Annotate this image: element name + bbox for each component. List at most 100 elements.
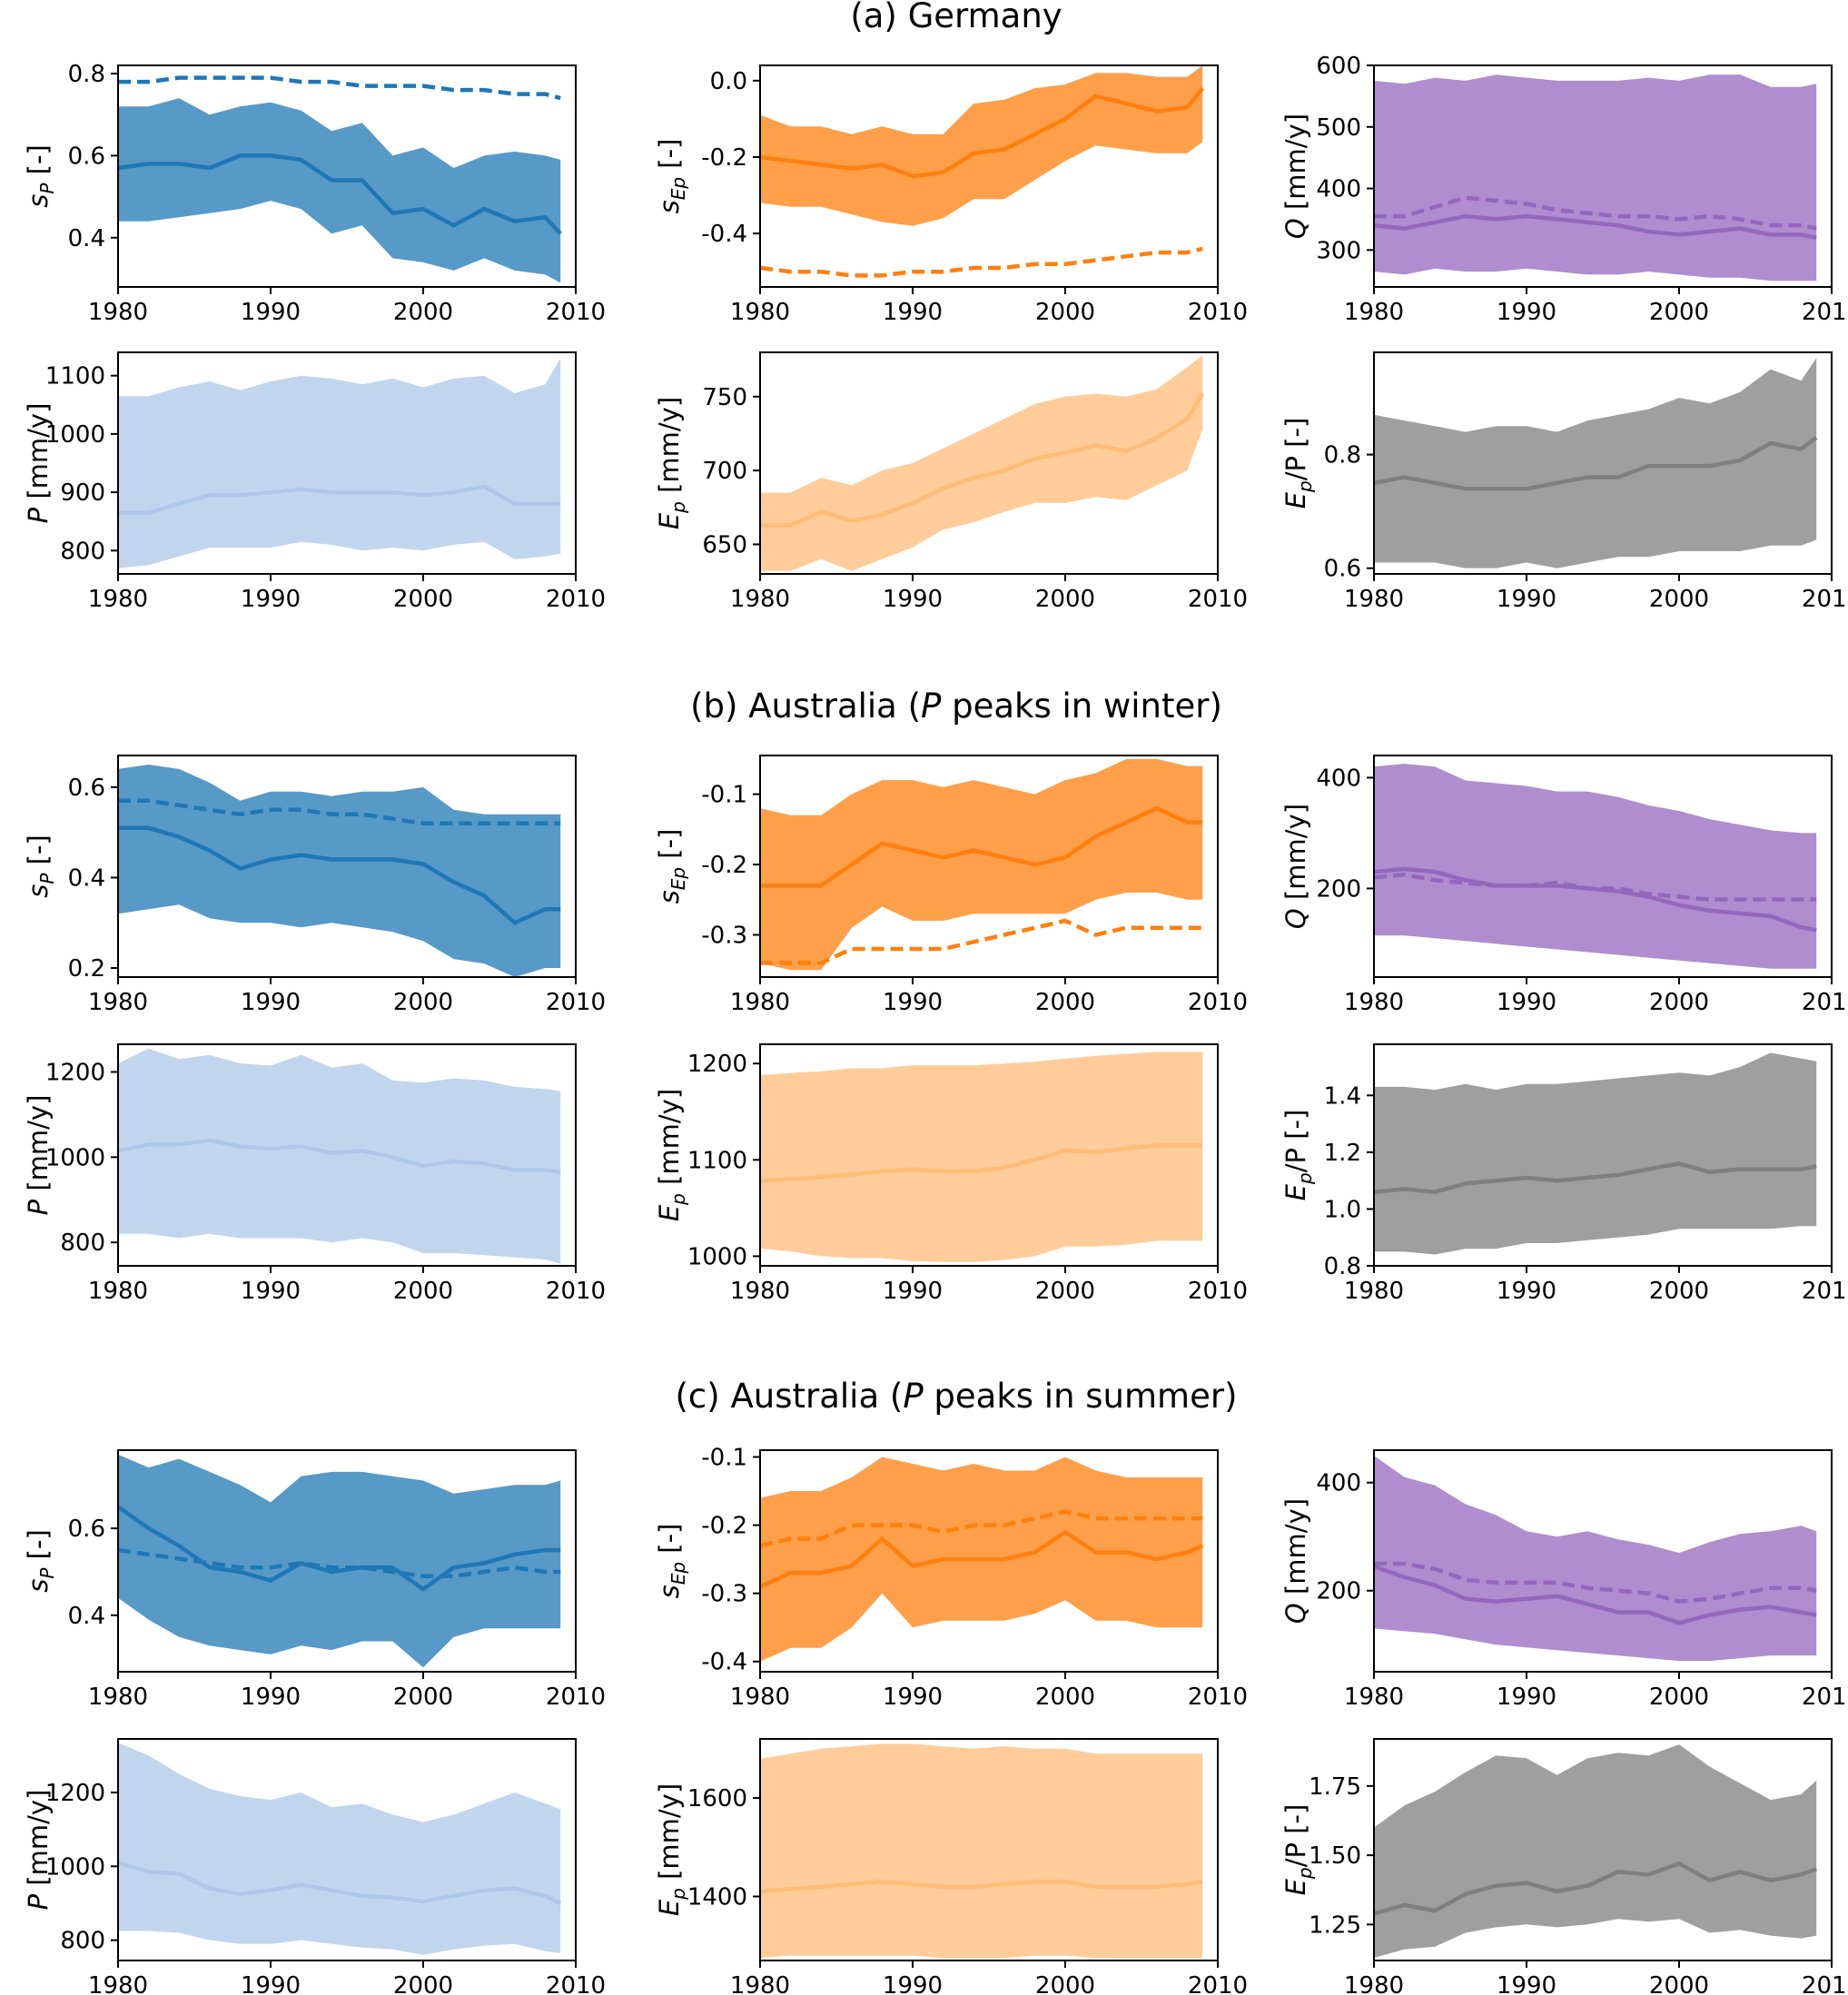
axes-frame (117, 64, 577, 288)
x-tick-label: 2010 (546, 586, 606, 613)
y-tick-label: -0.2 (701, 144, 747, 172)
y-tick-label: 0.6 (68, 143, 105, 170)
range-band (760, 65, 1203, 226)
y-label-symbol: s (654, 890, 685, 904)
y-axis-label: Ep/P [-] (1280, 1804, 1316, 1896)
section-title-australia-winter: (b) Australia (P peaks in winter) (690, 686, 1222, 726)
plot-area (760, 758, 1203, 971)
y-tick-label: 300 (1316, 237, 1361, 264)
y-label-unit: [-] (23, 835, 54, 873)
panel-b-EpP: 1980 1990 2000 2010 0.8 1.0 1.2 1.4 Ep/P [-] (1280, 1043, 1848, 1305)
y-label-subscript: p (1294, 1172, 1316, 1185)
median-line (118, 153, 562, 235)
axes-frame (117, 351, 577, 575)
plot-area (118, 75, 562, 283)
range-band (1374, 1456, 1817, 1662)
median-line (760, 805, 1203, 888)
axes-frame (1373, 1043, 1833, 1267)
x-tick-label: 2000 (393, 586, 453, 613)
plot-area (760, 65, 1204, 278)
plot-area (118, 765, 561, 977)
x-tick-label: 2010 (1188, 1278, 1248, 1305)
axes-frame (759, 1043, 1219, 1267)
x-tick-label: 2000 (1035, 586, 1095, 613)
plot-area (118, 1048, 561, 1264)
x-tick-label: 2010 (546, 299, 606, 326)
panel-a-EpP: 1980 1990 2000 2010 0.6 0.8 Ep/P [-] (1280, 351, 1848, 613)
axes-frame (1373, 755, 1833, 978)
range-band (118, 1048, 561, 1264)
x-tick-label: 1980 (1344, 1684, 1404, 1711)
y-axis-label: sP [-] (23, 144, 58, 207)
y-tick-label: 1200 (45, 1780, 105, 1807)
panel-a-P: 1980 1990 2000 2010 800 900 1000 1100 P [mm/y] (23, 351, 606, 613)
reference-dashed-line (760, 246, 1203, 278)
y-tick-label: 1000 (45, 1853, 105, 1881)
x-tick-label: 2000 (1035, 1684, 1095, 1711)
x-tick-label: 2000 (1035, 299, 1095, 326)
x-tick-label: 2010 (1802, 989, 1848, 1016)
plot-area (118, 1454, 561, 1668)
y-label-symbol: s (23, 1579, 54, 1593)
y-label-unit: [mm/y] (23, 1790, 54, 1894)
y-tick-label: -0.4 (701, 1649, 747, 1676)
x-tick-label: 2010 (1802, 1278, 1848, 1305)
y-tick-label: 0.4 (68, 864, 105, 892)
x-tick-label: 1980 (730, 1972, 790, 1995)
y-tick-label: 400 (1316, 765, 1361, 792)
y-axis-label: sP [-] (23, 835, 58, 897)
panel-a-sP: 1980 1990 2000 2010 0.4 0.6 0.8 sP [-] (23, 61, 606, 326)
x-tick-label: 1980 (88, 299, 148, 326)
y-label-subscript: p (667, 1888, 689, 1901)
x-tick-label: 1980 (88, 989, 148, 1016)
median-line (118, 1138, 561, 1175)
y-label-unit: [mm/y] (1280, 1498, 1311, 1603)
panel-b-sEp: 1980 1990 2000 2010 -0.3 -0.2 -0.1 sEp [-] (654, 755, 1248, 1016)
x-tick-label: 2010 (546, 1684, 606, 1711)
plot-area (1374, 74, 1817, 281)
y-axis-label: sEp [-] (654, 139, 689, 214)
reference-dashed-line (760, 1509, 1203, 1548)
x-tick-label: 1990 (883, 1972, 943, 1995)
x-tick-label: 1990 (241, 1684, 301, 1711)
y-label-unit: /P [-] (1280, 418, 1311, 481)
y-tick-label: 0.6 (68, 1516, 105, 1543)
median-line (760, 1879, 1203, 1894)
x-tick-label: 2010 (1188, 989, 1248, 1016)
axes-frame (1373, 1449, 1833, 1673)
y-label-symbol: Q (1280, 218, 1311, 239)
y-tick-label: 0.4 (68, 1603, 105, 1630)
y-tick-label: 1600 (687, 1785, 747, 1812)
x-tick-label: 1980 (88, 586, 148, 613)
section-title-germany: (a) Germany (850, 0, 1062, 35)
y-tick-label: 1400 (687, 1884, 747, 1911)
plot-area (1374, 1456, 1817, 1662)
range-band (1374, 358, 1817, 568)
plot-area (118, 358, 561, 568)
range-band (118, 765, 561, 977)
axes-frame (117, 755, 577, 978)
y-tick-label: 0.4 (68, 225, 105, 252)
y-label-unit: [-] (654, 139, 685, 177)
x-tick-label: 2010 (1188, 1972, 1248, 1995)
y-axis-label: Q [mm/y] (1280, 1498, 1311, 1624)
x-tick-label: 2000 (1035, 989, 1095, 1016)
plot-area (760, 355, 1205, 571)
x-tick-label: 1980 (730, 586, 790, 613)
y-label-unit: [-] (23, 144, 54, 183)
range-band (118, 358, 561, 568)
y-label-unit: [mm/y] (654, 397, 685, 501)
y-label-symbol: s (23, 194, 54, 208)
y-tick-label: 1200 (45, 1060, 105, 1087)
x-tick-label: 2010 (546, 989, 606, 1016)
x-tick-label: 1990 (241, 586, 301, 613)
plot-area (1374, 1744, 1817, 1958)
y-tick-label: 0.0 (710, 68, 747, 95)
median-line (1374, 1161, 1817, 1194)
x-tick-label: 1990 (241, 299, 301, 326)
median-line (760, 392, 1205, 528)
y-axis-label: Ep [mm/y] (654, 1089, 689, 1221)
y-tick-label: 200 (1316, 1578, 1361, 1605)
y-label-subscript: p (667, 501, 689, 514)
